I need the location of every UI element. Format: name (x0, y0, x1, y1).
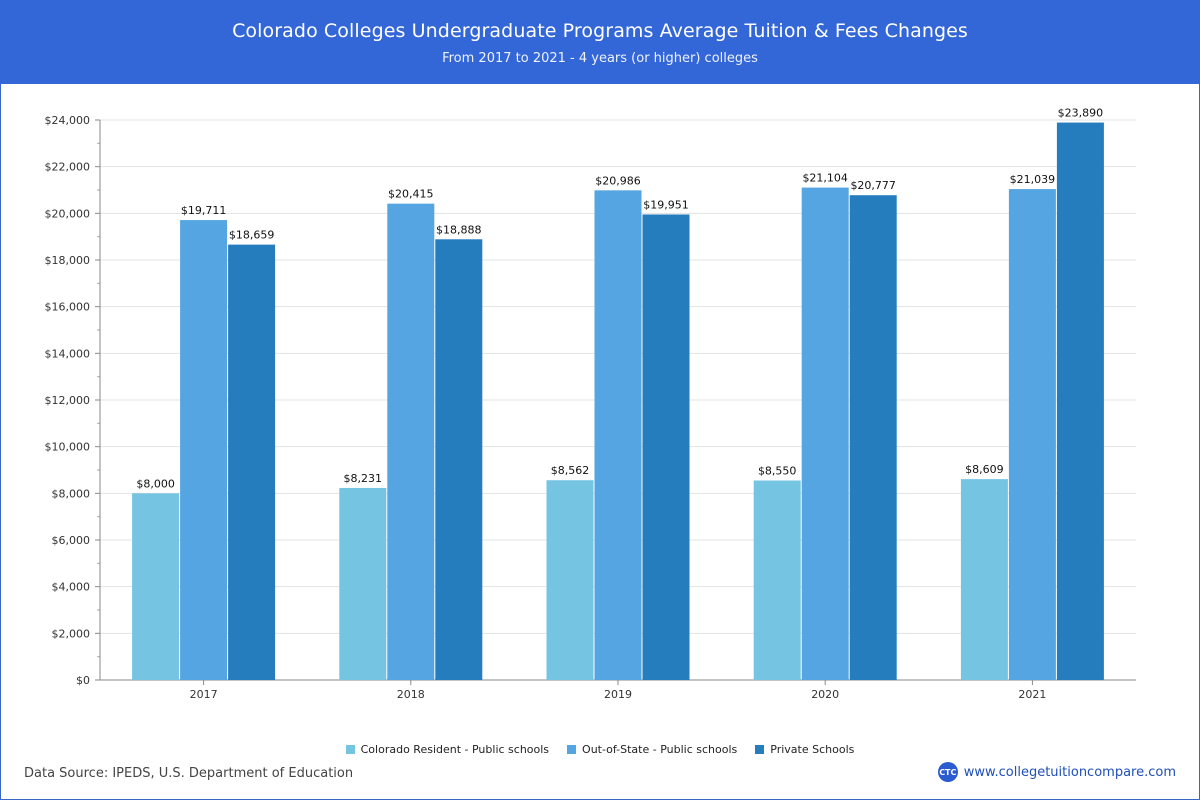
data-label: $8,609 (965, 463, 1004, 476)
data-label: $21,104 (802, 172, 848, 185)
x-tick-label: 2019 (604, 688, 632, 701)
y-tick-label: $8,000 (52, 487, 91, 500)
legend-label: Colorado Resident - Public schools (360, 743, 550, 756)
data-label: $18,888 (436, 223, 482, 236)
y-tick-label: $24,000 (45, 114, 91, 127)
y-tick-label: $18,000 (45, 254, 91, 267)
bar (960, 479, 1008, 680)
chart-header: Colorado Colleges Undergraduate Programs… (0, 0, 1200, 84)
bar (435, 239, 483, 680)
bar (594, 190, 642, 680)
y-tick-label: $4,000 (52, 581, 91, 594)
data-label: $8,231 (344, 472, 383, 485)
legend-swatch (345, 745, 355, 754)
chart-legend: Colorado Resident - Public schools Out-of… (0, 743, 1200, 756)
legend-item[interactable]: Private Schools (755, 743, 854, 756)
legend-swatch (755, 745, 765, 754)
y-tick-label: $2,000 (52, 627, 91, 640)
data-label: $20,986 (595, 174, 641, 187)
bar-chart: $0 $2,000 $4,000 $6,000 $8,000 $10,000 $12,000… (45, 107, 1136, 701)
bar (753, 480, 801, 680)
ctc-logo-icon: CTC (937, 762, 958, 782)
bar (180, 220, 228, 680)
chart-subtitle: From 2017 to 2021 - 4 years (or higher) … (442, 51, 758, 66)
bar (339, 487, 387, 680)
data-label: $20,415 (388, 188, 434, 201)
y-tick-label: $6,000 (52, 534, 91, 547)
bar (642, 214, 690, 680)
data-label: $8,550 (758, 465, 797, 478)
chart-title: Colorado Colleges Undergraduate Programs… (232, 20, 968, 42)
data-label: $8,000 (136, 477, 175, 490)
legend-item[interactable]: Out-of-State - Public schools (567, 743, 737, 756)
data-label: $8,562 (551, 464, 590, 477)
bar (228, 244, 276, 680)
data-label: $23,890 (1058, 107, 1104, 120)
data-label: $18,659 (229, 229, 275, 242)
x-tick-label: 2021 (1018, 688, 1046, 701)
y-tick-label: $12,000 (45, 394, 91, 407)
data-label: $19,951 (643, 198, 689, 211)
bar (849, 195, 897, 680)
data-label: $20,777 (850, 179, 896, 192)
bar (801, 187, 849, 680)
legend-label: Out-of-State - Public schools (582, 743, 738, 756)
bar (1008, 189, 1056, 680)
bar (132, 493, 180, 680)
y-tick-label: $22,000 (45, 161, 91, 174)
x-tick-label: 2018 (397, 688, 425, 701)
bar (546, 480, 594, 680)
legend-swatch (567, 745, 577, 754)
y-tick-label: $0 (76, 674, 90, 687)
site-credit[interactable]: CTC www.collegetuitioncompare.com (937, 762, 1176, 782)
y-tick-label: $14,000 (45, 347, 91, 360)
y-tick-label: $10,000 (45, 441, 91, 454)
bar (1056, 122, 1104, 681)
legend-label: Private Schools (770, 743, 855, 756)
x-tick-label: 2017 (190, 688, 218, 701)
data-label: $19,711 (181, 204, 227, 217)
data-label: $21,039 (1010, 173, 1056, 186)
site-link[interactable]: www.collegetuitioncompare.com (963, 764, 1176, 780)
y-tick-label: $16,000 (45, 301, 91, 314)
y-tick-label: $20,000 (45, 207, 91, 220)
bar (387, 203, 435, 680)
x-tick-label: 2020 (811, 688, 839, 701)
data-source-note: Data Source: IPEDS, U.S. Department of E… (24, 766, 354, 781)
legend-item[interactable]: Colorado Resident - Public schools (345, 743, 550, 756)
